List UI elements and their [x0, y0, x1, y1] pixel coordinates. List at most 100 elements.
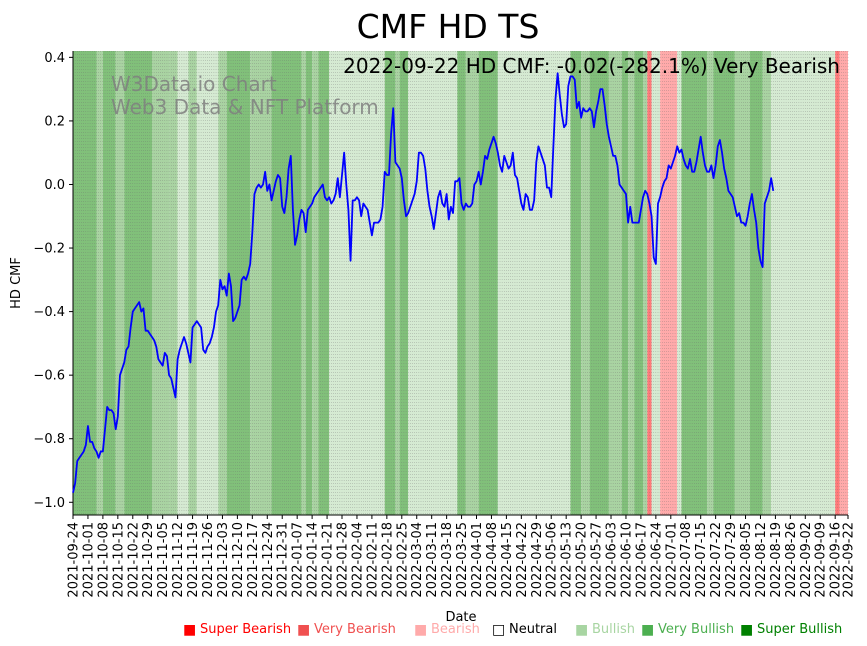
- sentiment-band: [124, 51, 152, 515]
- x-tick-label: 2022-05-20: [575, 522, 590, 598]
- y-tick-label: −0.2: [33, 242, 65, 257]
- legend: ■ Super Bearish ■ Very Bearish ■ Bearish □ Neut…: [183, 622, 842, 638]
- x-tick-label: 2022-04-15: [500, 522, 515, 598]
- x-tick-label: 2021-12-17: [246, 522, 261, 598]
- sentiment-band: [589, 51, 609, 515]
- legend-swatch: □: [492, 622, 505, 638]
- y-tick-label: −0.6: [33, 369, 65, 384]
- x-tick-label: 2022-04-22: [515, 522, 530, 598]
- x-tick-label: 2022-08-19: [769, 522, 784, 598]
- x-tick-label: 2022-01-28: [336, 522, 351, 598]
- x-tick-label: 2022-09-02: [799, 522, 814, 598]
- x-tick-label: 2021-10-08: [96, 522, 111, 598]
- watermark-line: Web3 Data & NFT Platform: [111, 95, 379, 119]
- legend-label: Super Bearish: [200, 622, 291, 637]
- x-tick-label: 2022-04-29: [530, 522, 545, 598]
- x-tick-label: 2022-08-12: [754, 522, 769, 598]
- x-tick-label: 2021-12-24: [261, 522, 276, 598]
- legend-swatch: ■: [297, 622, 310, 638]
- x-tick-label: 2022-08-05: [739, 522, 754, 598]
- legend-label: Very Bearish: [314, 622, 396, 637]
- x-tick-label: 2022-06-03: [605, 522, 620, 598]
- legend-label: Super Bullish: [757, 622, 842, 637]
- x-tick-label: 2022-02-18: [380, 522, 395, 598]
- x-tick-label: 2022-02-04: [350, 522, 365, 598]
- y-tick-label: −1.0: [33, 496, 65, 511]
- x-tick-label: 2021-12-31: [276, 522, 291, 598]
- x-tick-label: 2021-12-03: [216, 522, 231, 598]
- x-tick-label: 2022-09-22: [842, 522, 857, 598]
- x-tick-label: 2022-06-10: [619, 522, 634, 598]
- y-axis-label: HD CMF: [9, 257, 24, 309]
- legend-swatch: ■: [414, 622, 427, 638]
- sentiment-band: [318, 51, 330, 515]
- legend-swatch: ■: [575, 622, 588, 638]
- x-tick-label: 2021-09-24: [67, 522, 82, 598]
- legend-swatch: ■: [740, 622, 753, 638]
- x-tick-label: 2022-02-25: [395, 522, 410, 598]
- y-tick-label: −0.4: [33, 305, 65, 320]
- x-tick-label: 2022-05-06: [545, 522, 560, 598]
- legend-label: Neutral: [509, 622, 557, 637]
- x-tick-label: 2022-05-13: [560, 522, 575, 598]
- legend-label: Very Bullish: [658, 622, 734, 637]
- y-tick-label: 0.4: [44, 51, 65, 66]
- sentiment-band: [73, 51, 97, 515]
- sentiment-band: [226, 51, 251, 515]
- legend-label: Bearish: [431, 622, 480, 637]
- sentiment-band: [312, 51, 319, 515]
- x-tick-label: 2022-04-01: [470, 522, 485, 598]
- x-tick-label: 2021-10-22: [126, 522, 141, 598]
- x-tick-label: 2022-09-09: [814, 522, 829, 598]
- x-tick-label: 2021-11-12: [171, 522, 186, 598]
- sentiment-band: [478, 51, 498, 515]
- sentiment-band: [570, 51, 582, 515]
- x-tick-label: 2021-10-29: [141, 522, 156, 598]
- x-tick-label: 2021-11-05: [156, 522, 171, 598]
- legend-label: Bullish: [592, 622, 635, 637]
- legend-swatch: ■: [641, 622, 654, 638]
- x-tick-label: 2022-03-25: [455, 522, 470, 598]
- x-tick-label: 2022-02-11: [365, 522, 380, 598]
- annotation-text: 2022-09-22 HD CMF: -0.02(-282.1%) Very B…: [343, 54, 840, 78]
- x-tick-label: 2022-06-24: [649, 522, 664, 598]
- x-tick-label: 2022-05-27: [590, 522, 605, 598]
- x-tick-label: 2022-07-15: [694, 522, 709, 598]
- x-tick-label: 2022-01-21: [321, 522, 336, 598]
- sentiment-band: [305, 51, 313, 515]
- sentiment-band: [707, 51, 714, 515]
- x-tick-label: 2021-11-19: [186, 522, 201, 598]
- x-tick-label: 2022-07-29: [724, 522, 739, 598]
- x-axis-label: Date: [445, 610, 476, 625]
- x-tick-label: 2022-03-04: [410, 522, 425, 598]
- x-tick-label: 2021-12-10: [231, 522, 246, 598]
- sentiment-band: [177, 51, 189, 515]
- x-tick-label: 2022-07-22: [709, 522, 724, 598]
- y-tick-label: 0.2: [44, 114, 65, 129]
- y-tick-label: −0.8: [33, 432, 65, 447]
- sentiment-band: [384, 51, 396, 515]
- y-tick-label: 0.0: [44, 178, 65, 193]
- x-tick-label: 2022-01-14: [306, 522, 321, 598]
- x-tick-label: 2022-03-11: [425, 522, 440, 598]
- x-tick-label: 2022-03-18: [440, 522, 455, 598]
- legend-swatch: ■: [183, 622, 196, 638]
- sentiment-band: [628, 51, 635, 515]
- chart-title: CMF HD TS: [357, 7, 540, 46]
- x-tick-label: 2021-11-26: [201, 522, 216, 598]
- x-tick-label: 2021-10-15: [111, 522, 126, 598]
- x-tick-label: 2022-04-08: [485, 522, 500, 598]
- series-line: [72, 72, 775, 493]
- x-tick-label: 2021-10-01: [81, 522, 96, 598]
- sentiment-band: [408, 51, 458, 515]
- x-tick-label: 2022-08-26: [784, 522, 799, 598]
- x-tick-label: 2022-06-17: [634, 522, 649, 598]
- sentiment-band: [734, 51, 750, 515]
- sentiment-band: [96, 51, 103, 515]
- x-tick-label: 2022-09-16: [829, 522, 844, 598]
- watermark-line: W3Data.io Chart: [111, 72, 277, 96]
- x-tick-label: 2022-07-01: [664, 522, 679, 598]
- sentiment-band: [621, 51, 629, 515]
